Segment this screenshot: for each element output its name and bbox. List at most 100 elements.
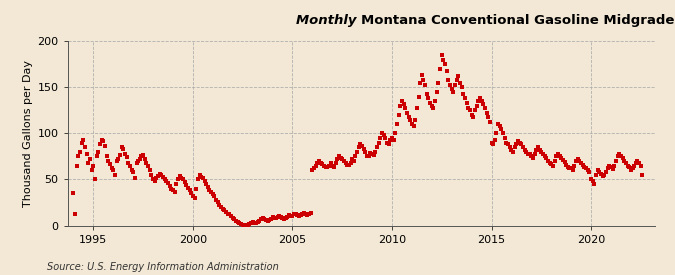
Point (534, 148, 545, 152)
Point (345, 161, 356, 165)
Point (546, 162, 557, 166)
Point (333, 154, 344, 159)
Point (406, 122, 417, 126)
Point (124, 163, 135, 168)
Point (392, 122, 402, 126)
Point (514, 140, 525, 145)
Point (280, 216, 291, 220)
Point (365, 150, 376, 155)
Point (433, 81, 444, 85)
Point (199, 179, 210, 183)
Point (539, 154, 550, 159)
Point (476, 99, 487, 103)
Point (568, 168, 578, 172)
Point (213, 200, 223, 205)
Point (637, 173, 648, 177)
Point (566, 166, 576, 170)
Point (369, 153, 379, 158)
Point (269, 216, 279, 220)
Point (383, 142, 394, 147)
Point (491, 131, 502, 136)
Point (167, 188, 178, 193)
Point (148, 177, 159, 182)
Point (635, 163, 646, 168)
Point (454, 81, 465, 85)
Point (181, 183, 192, 187)
Point (198, 175, 209, 180)
Point (355, 142, 366, 147)
Point (106, 166, 117, 170)
Point (453, 74, 464, 78)
Point (537, 152, 548, 156)
Point (574, 159, 585, 163)
Point (297, 211, 308, 216)
Point (373, 140, 384, 145)
Point (614, 152, 624, 156)
Point (103, 159, 113, 163)
Point (423, 96, 434, 101)
Point (436, 53, 447, 57)
Point (173, 177, 184, 182)
Point (620, 161, 631, 165)
Point (595, 172, 606, 176)
Point (571, 159, 582, 163)
Point (400, 105, 410, 110)
Point (296, 213, 306, 218)
Point (192, 177, 203, 182)
Point (304, 212, 315, 217)
Point (118, 147, 129, 151)
Point (90, 177, 101, 182)
Point (452, 78, 462, 82)
Point (367, 152, 377, 156)
Point (83, 161, 94, 165)
Point (86, 168, 97, 172)
Point (632, 159, 643, 163)
Point (338, 159, 349, 163)
Point (294, 214, 304, 218)
Point (526, 154, 537, 159)
Point (497, 131, 508, 136)
Point (322, 165, 333, 170)
Point (528, 156, 539, 160)
Point (136, 154, 147, 159)
Point (292, 213, 303, 218)
Point (418, 78, 429, 82)
Point (387, 136, 398, 140)
Point (140, 157, 151, 161)
Point (601, 170, 612, 174)
Point (274, 214, 285, 218)
Point (463, 105, 474, 110)
Point (257, 216, 268, 220)
Point (286, 214, 296, 218)
Point (461, 101, 472, 105)
Point (518, 145, 529, 149)
Point (119, 152, 130, 156)
Point (589, 182, 600, 186)
Point (314, 159, 325, 163)
Point (471, 103, 482, 108)
Point (128, 170, 138, 174)
Point (122, 155, 132, 160)
Point (146, 173, 157, 177)
Point (494, 124, 505, 128)
Point (133, 159, 144, 163)
Point (174, 174, 185, 178)
Point (446, 87, 457, 91)
Point (340, 161, 351, 165)
Point (381, 140, 392, 145)
Point (315, 161, 326, 165)
Point (84, 157, 95, 161)
Point (408, 124, 419, 128)
Point (421, 92, 432, 96)
Point (159, 177, 170, 182)
Point (531, 148, 542, 152)
Point (580, 166, 591, 170)
Point (354, 145, 364, 149)
Point (171, 182, 182, 186)
Point (116, 145, 127, 149)
Point (554, 154, 565, 159)
Point (308, 166, 319, 170)
Point (627, 166, 638, 170)
Point (350, 154, 361, 159)
Point (398, 102, 409, 106)
